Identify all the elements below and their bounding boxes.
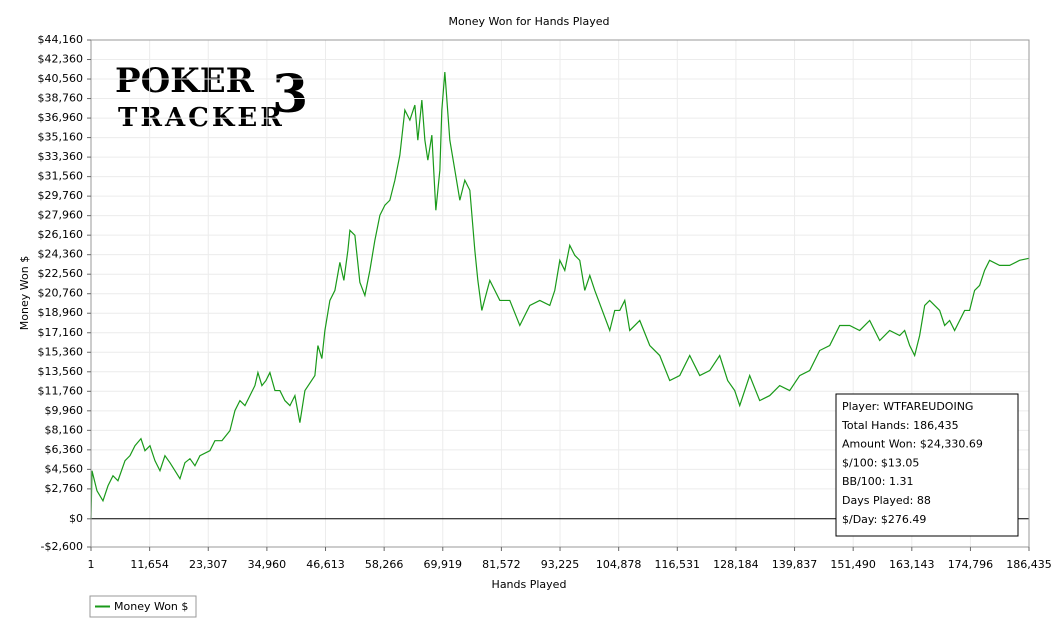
x-tick-label: 69,919: [424, 558, 463, 571]
x-tick-label: 93,225: [541, 558, 580, 571]
y-tick-label: $22,560: [38, 267, 84, 280]
series-line: [90, 71, 1030, 519]
y-tick-label: $42,360: [38, 53, 84, 66]
info-box-frame: [835, 393, 1019, 537]
y-tick-label: $13,560: [38, 365, 84, 378]
x-tick-label: 116,531: [655, 558, 701, 571]
y-tick-label: $17,160: [38, 326, 84, 339]
y-tick-label: $18,960: [38, 306, 84, 319]
legend: Money Won $: [89, 595, 197, 618]
x-tick-label: 81,572: [482, 558, 521, 571]
chart-title: Money Won for Hands Played: [449, 15, 610, 28]
y-tick-label: $40,560: [38, 72, 84, 85]
x-tick-label: 34,960: [248, 558, 287, 571]
info-line: Player: WTFAREUDOING: [842, 400, 973, 413]
x-tick-label: 104,878: [596, 558, 642, 571]
watermark-number: 3: [272, 64, 308, 125]
y-tick-label: $35,160: [38, 131, 84, 144]
y-tick-label: $6,360: [45, 443, 84, 456]
x-tick-label: 23,307: [189, 558, 228, 571]
y-tick-label: $33,360: [38, 150, 84, 163]
y-tick-label: $44,160: [38, 33, 84, 46]
y-tick-label: $0: [69, 512, 83, 525]
y-tick-label: $38,760: [38, 92, 84, 105]
y-axis-label: Money Won $: [18, 256, 31, 330]
y-tick-label: $24,360: [38, 248, 84, 261]
y-tick-label: $36,960: [38, 111, 84, 124]
info-line: $/Day: $276.49: [842, 513, 926, 526]
x-tick-label: 58,266: [365, 558, 404, 571]
info-line: $/100: $13.05: [842, 456, 919, 469]
x-axis-label: Hands Played: [492, 578, 567, 591]
legend-label: Money Won $: [114, 600, 188, 613]
x-tick-label: 128,184: [713, 558, 759, 571]
x-tick-label: 163,143: [889, 558, 935, 571]
info-line: Amount Won: $24,330.69: [842, 438, 983, 451]
x-tick-label: 151,490: [830, 558, 876, 571]
x-tick-label: 139,837: [772, 558, 818, 571]
y-tick-label: $2,760: [45, 482, 84, 495]
info-line: Total Hands: 186,435: [841, 419, 959, 432]
y-tick-label: $31,560: [38, 170, 84, 183]
watermark: POKER 3 TRACKER: [115, 61, 308, 133]
y-tick-label: $29,760: [38, 189, 84, 202]
info-line: Days Played: 88: [842, 494, 931, 507]
y-tick-label: $20,760: [38, 287, 84, 300]
x-tick-label: 46,613: [306, 558, 345, 571]
legend-frame: [89, 595, 197, 618]
y-tick-label: $8,160: [45, 423, 84, 436]
y-tick-label: -$2,600: [41, 540, 83, 553]
y-tick-label: $4,560: [45, 462, 84, 475]
y-tick-label: $9,960: [45, 404, 84, 417]
x-tick-label: 1: [88, 558, 95, 571]
x-tick-label: 11,654: [130, 558, 169, 571]
x-tick-label: 186,435: [1006, 558, 1052, 571]
info-line: BB/100: 1.31: [842, 475, 914, 488]
ticks: -$2,600 $0 $2,760 $4,560 $6,360 $8,160 $9,960 $…: [38, 33, 1052, 571]
y-tick-label: $26,160: [38, 228, 84, 241]
x-tick-label: 174,796: [948, 558, 994, 571]
y-tick-label: $11,760: [38, 384, 84, 397]
info-lines: Player: WTFAREUDOING Total Hands: 186,435…: [841, 400, 983, 526]
watermark-top: POKER: [115, 61, 255, 101]
y-tick-label: $27,960: [38, 209, 84, 222]
y-tick-label: $15,360: [38, 345, 84, 358]
info-box: Player: WTFAREUDOING Total Hands: 186,435…: [835, 393, 1019, 537]
